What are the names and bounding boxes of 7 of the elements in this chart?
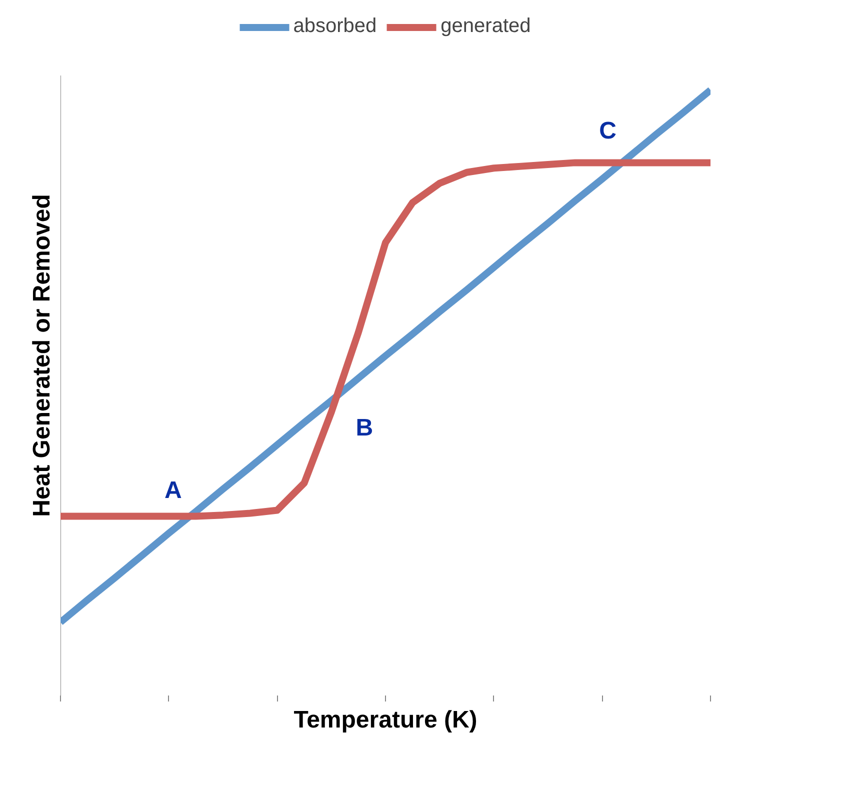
x-axis-title: Temperature (K): [294, 706, 478, 734]
legend-label: generated: [440, 15, 531, 38]
annotation: A: [164, 477, 182, 504]
annotation: B: [356, 414, 374, 442]
y-axis-title: Heat Generated or Removed: [28, 194, 56, 517]
annotation: C: [599, 118, 617, 145]
legend-label: absorbed: [293, 15, 377, 38]
